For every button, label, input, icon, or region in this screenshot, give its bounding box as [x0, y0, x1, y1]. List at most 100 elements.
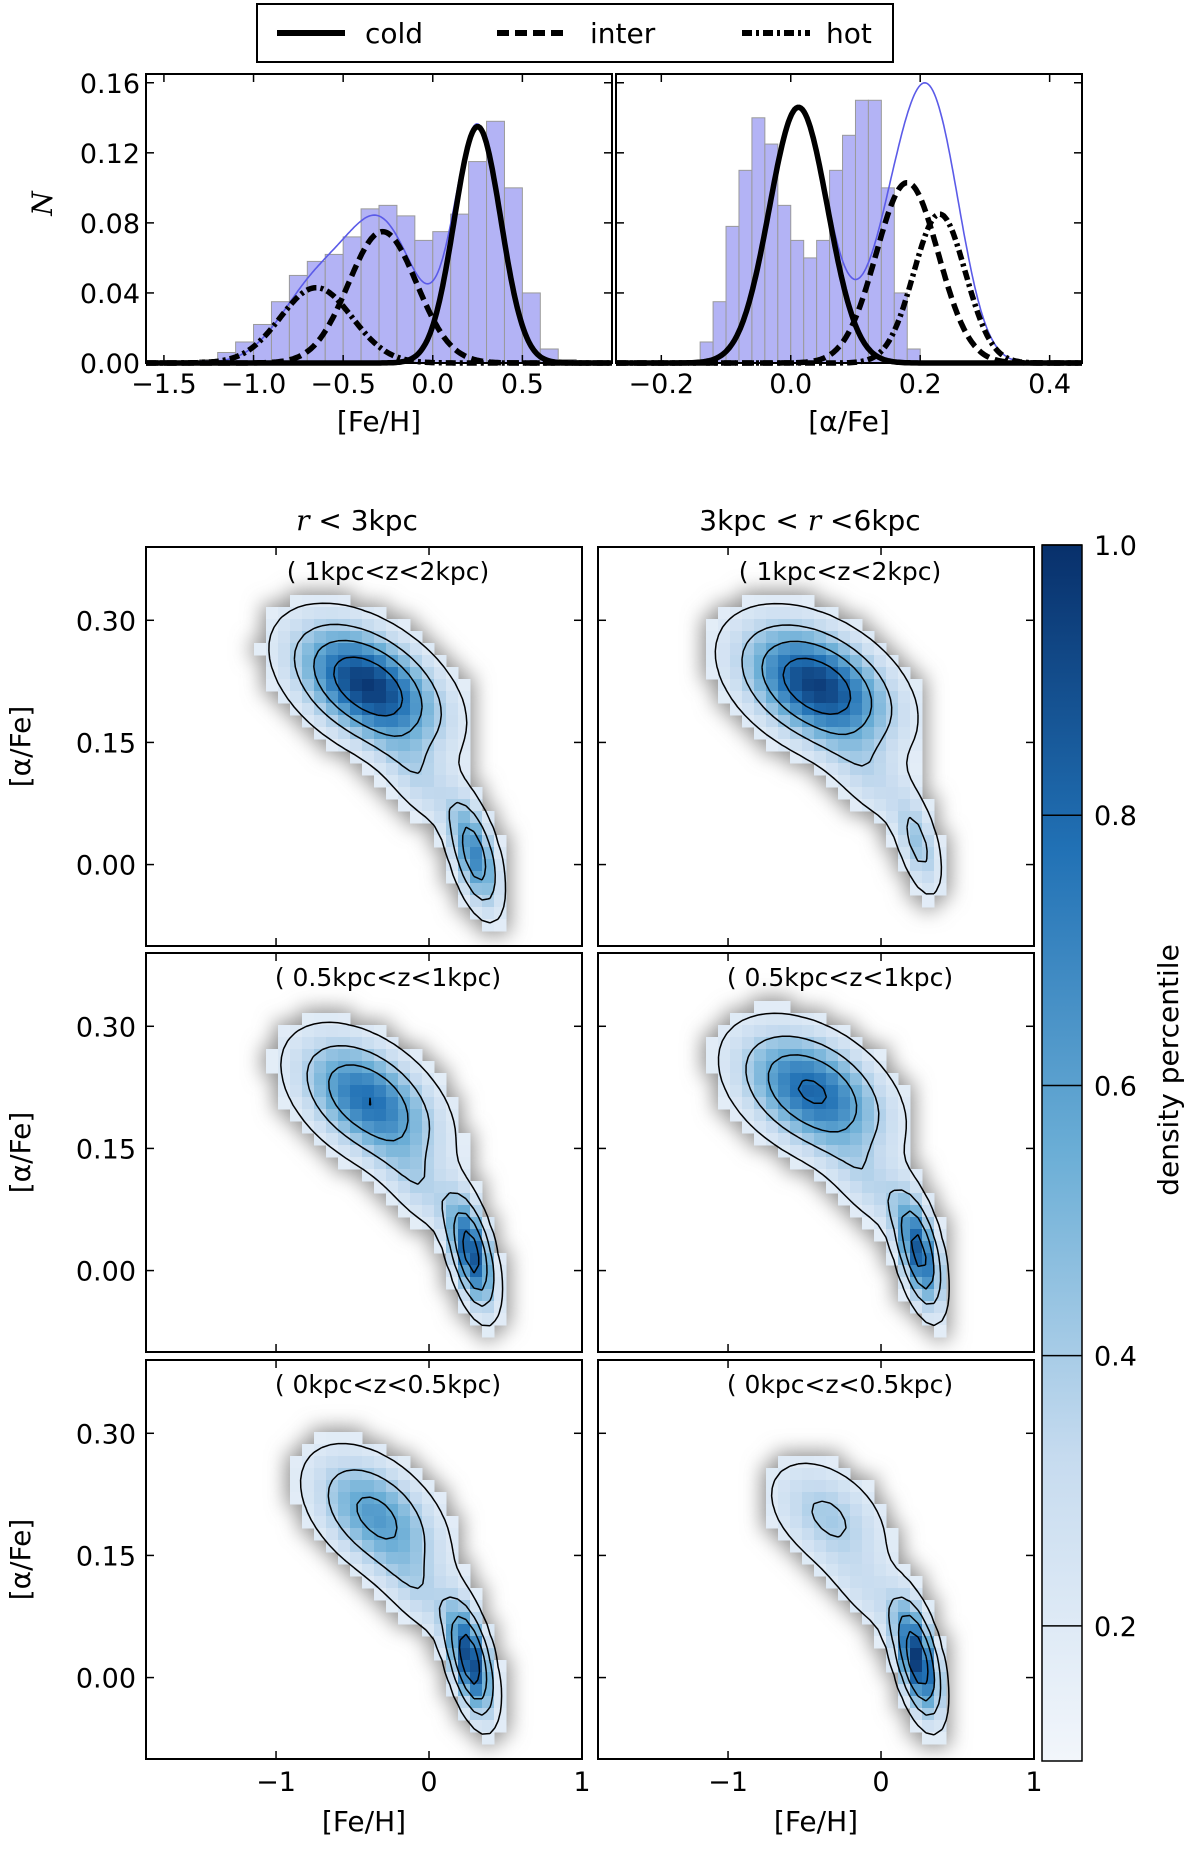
- density-cell: [934, 883, 947, 896]
- density-cell: [362, 631, 375, 644]
- density-cell: [910, 703, 923, 716]
- density-cell: [862, 1073, 875, 1086]
- density-cell: [326, 703, 339, 716]
- density-cell: [398, 1588, 411, 1601]
- density-cell: [814, 1480, 827, 1493]
- density-cell: [338, 1157, 351, 1170]
- density-cell: [910, 1720, 923, 1733]
- y-axis-label: [α/Fe]: [4, 1112, 37, 1194]
- density-cell: [802, 715, 815, 728]
- density-cell: [422, 1612, 435, 1625]
- density-cell: [374, 1588, 387, 1601]
- density-cell: [814, 1504, 827, 1517]
- density-cell: [730, 1037, 743, 1050]
- density-cell: [706, 1049, 719, 1062]
- density-cell: [874, 1085, 887, 1098]
- density-cell: [446, 739, 459, 752]
- density-grid: ( 1kpc<z<2kpc)0.000.150.30[α/Fe]( 1kpc<z…: [4, 546, 1043, 1838]
- density-cell: [862, 727, 875, 740]
- density-cell: [326, 1540, 339, 1553]
- density-cell: [362, 691, 375, 704]
- density-cell: [742, 691, 755, 704]
- density-cell: [494, 883, 507, 896]
- density-cell: [398, 763, 411, 776]
- density-cell: [910, 1600, 923, 1613]
- density-cell: [718, 1025, 731, 1038]
- density-cell: [838, 739, 851, 752]
- density-cell: [290, 679, 303, 692]
- density-cell: [706, 619, 719, 632]
- density-cell: [850, 1564, 863, 1577]
- density-cell: [410, 1073, 423, 1086]
- density-cell: [826, 739, 839, 752]
- density-cell: [398, 1492, 411, 1505]
- density-cell: [826, 1528, 839, 1541]
- density-cell: [434, 739, 447, 752]
- density-cell: [290, 631, 303, 644]
- density-cell: [410, 1552, 423, 1565]
- density-cell: [470, 1181, 483, 1194]
- density-cell: [826, 1109, 839, 1122]
- density-cell: [338, 607, 351, 620]
- density-cell: [386, 1456, 399, 1469]
- density-cell: [826, 1025, 839, 1038]
- density-cell: [422, 1588, 435, 1601]
- density-cell: [886, 823, 899, 836]
- density-cell: [922, 835, 935, 848]
- density-cell: [470, 1193, 483, 1206]
- density-cell: [398, 1133, 411, 1146]
- density-cell: [838, 1552, 851, 1565]
- x-tick-label: 0.0: [411, 369, 454, 400]
- density-cell: [850, 1528, 863, 1541]
- density-field: [700, 589, 952, 913]
- density-cell: [838, 655, 851, 668]
- density-cell: [730, 1049, 743, 1062]
- y-tick-label: 0.15: [76, 728, 136, 759]
- contour-line: [333, 656, 404, 717]
- density-cell: [278, 1097, 291, 1110]
- density-cell: [826, 679, 839, 692]
- density-cell: [326, 1133, 339, 1146]
- density-cell: [278, 631, 291, 644]
- density-cell: [386, 691, 399, 704]
- density-cell: [374, 691, 387, 704]
- density-cell: [278, 1049, 291, 1062]
- density-cell: [482, 907, 495, 920]
- density-cell: [386, 631, 399, 644]
- density-cell: [410, 1097, 423, 1110]
- y-tick-label: 0.15: [76, 1134, 136, 1165]
- density-cell: [422, 691, 435, 704]
- density-cell: [754, 1109, 767, 1122]
- plot-frame: [145, 73, 613, 364]
- histogram-bar: [503, 187, 523, 364]
- density-cell: [422, 1624, 435, 1637]
- density-cell: [398, 703, 411, 716]
- density-cell: [814, 679, 827, 692]
- density-cell: [850, 1109, 863, 1122]
- density-cell: [326, 1061, 339, 1074]
- density-cell: [290, 655, 303, 668]
- density-cell: [790, 667, 803, 680]
- z-range-annotation: ( 1kpc<z<2kpc): [287, 557, 489, 586]
- density-cell: [766, 595, 779, 608]
- density-cell: [826, 1169, 839, 1182]
- density-cell: [766, 1061, 779, 1074]
- density-cell: [326, 1049, 339, 1062]
- density-cell: [910, 1624, 923, 1637]
- density-cell: [266, 679, 279, 692]
- density-cell: [754, 667, 767, 680]
- density-cell: [886, 1097, 899, 1110]
- density-cell: [458, 835, 471, 848]
- density-cell: [838, 1169, 851, 1182]
- density-cell: [362, 739, 375, 752]
- density-cell: [494, 1265, 507, 1278]
- density-cell: [386, 1109, 399, 1122]
- density-cell: [338, 1516, 351, 1529]
- z-range-annotation: ( 0kpc<z<0.5kpc): [727, 1370, 953, 1399]
- density-panel: ( 0.5kpc<z<1kpc) 0.00 0.15 0.30 [α/Fe]: [4, 952, 583, 1353]
- density-cell: [338, 1492, 351, 1505]
- density-cell: [278, 1073, 291, 1086]
- density-cell: [910, 715, 923, 728]
- density-cell: [718, 1049, 731, 1062]
- density-cell: [898, 811, 911, 824]
